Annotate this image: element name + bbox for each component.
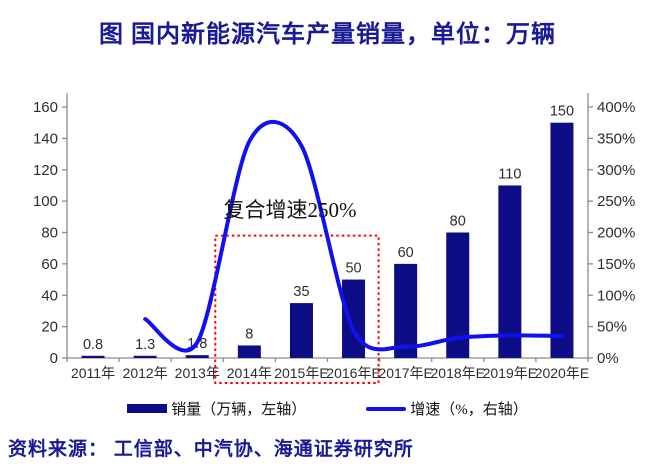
bar-value-label: 60 [398, 245, 414, 261]
left-axis-tick-label: 20 [41, 319, 58, 336]
x-axis-label: 2018年E [431, 365, 485, 381]
highlight-box [214, 234, 380, 384]
bar [81, 355, 105, 358]
bar [550, 122, 574, 358]
x-axis-label: 2016年E [326, 365, 380, 381]
x-axis-label: 2015年E [274, 365, 328, 381]
left-axis-tick-label: 160 [33, 99, 58, 116]
left-axis-tick-label: 80 [41, 225, 58, 242]
x-axis-label: 2020年E [535, 365, 589, 381]
right-axis-tick-label: 350% [597, 130, 635, 147]
bar-value-label: 1.3 [135, 337, 155, 353]
right-axis-tick-label: 250% [597, 193, 635, 210]
legend-label-sales: 销量（万辆，左轴） [171, 402, 307, 418]
combo-chart-canvas: 0 20 40 60 80 100 120 140 160 0% 50% 100% 150% 200% 25… [33, 93, 635, 384]
right-axis-tick-label: 100% [597, 287, 635, 304]
bar [446, 232, 470, 358]
bar-value-label: 80 [450, 214, 466, 230]
right-axis-tick-label: 50% [597, 319, 627, 336]
legend-item-growth: 增速（%，右轴） [366, 398, 528, 419]
x-axis-label: 2014年 [227, 365, 272, 381]
bar-value-label: 50 [345, 261, 361, 277]
bar-value-label: 35 [293, 284, 309, 300]
legend-label-growth: 增速（%，右轴） [410, 402, 528, 418]
left-axis-tick-label: 120 [33, 162, 58, 179]
chart-title: 图 国内新能源汽车产量销量，单位：万辆 [99, 22, 556, 48]
source-note: 资料来源： 工信部、中汽协、海通证券研究所 [8, 439, 414, 460]
left-axis-tick-label: 40 [41, 287, 58, 304]
right-axis-tick-label: 200% [597, 225, 635, 242]
left-axis-tick-label: 100 [33, 193, 58, 210]
right-axis-tick-label: 150% [597, 256, 635, 273]
bar [289, 303, 313, 358]
bar-value-label: 150 [550, 104, 574, 120]
bar-value-label: 8 [245, 326, 253, 342]
left-axis-tick-label: 0 [50, 350, 58, 367]
bar [394, 263, 418, 358]
chart-legend: 销量（万辆，左轴） 增速（%，右轴） [0, 398, 655, 419]
x-axis-label: 2019年E [483, 365, 537, 381]
x-axis-label: 2013年 [175, 365, 220, 381]
right-axis-tick-label: 300% [597, 162, 635, 179]
x-axis-label: 2011年 [71, 365, 115, 381]
bar [133, 355, 157, 358]
bar [237, 345, 261, 358]
left-axis-tick-label: 140 [33, 130, 58, 147]
bar-value-label: 0.8 [83, 337, 103, 353]
x-axis-label: 2012年 [123, 365, 168, 381]
left-axis-tick-label: 60 [41, 256, 58, 273]
line-series-swatch [366, 406, 407, 411]
x-axis-label: 2017年E [378, 365, 432, 381]
bar-value-label: 110 [498, 166, 521, 182]
right-axis-tick-label: 400% [597, 99, 635, 116]
bar-series-swatch [127, 404, 168, 413]
bar [498, 185, 522, 358]
right-axis-tick-label: 0% [597, 350, 619, 367]
legend-item-sales: 销量（万辆，左轴） [127, 398, 306, 419]
bar [342, 279, 366, 358]
growth-line [143, 120, 564, 353]
bar [185, 355, 209, 358]
annotation-growth-rate: 复合增速250% [224, 198, 357, 222]
